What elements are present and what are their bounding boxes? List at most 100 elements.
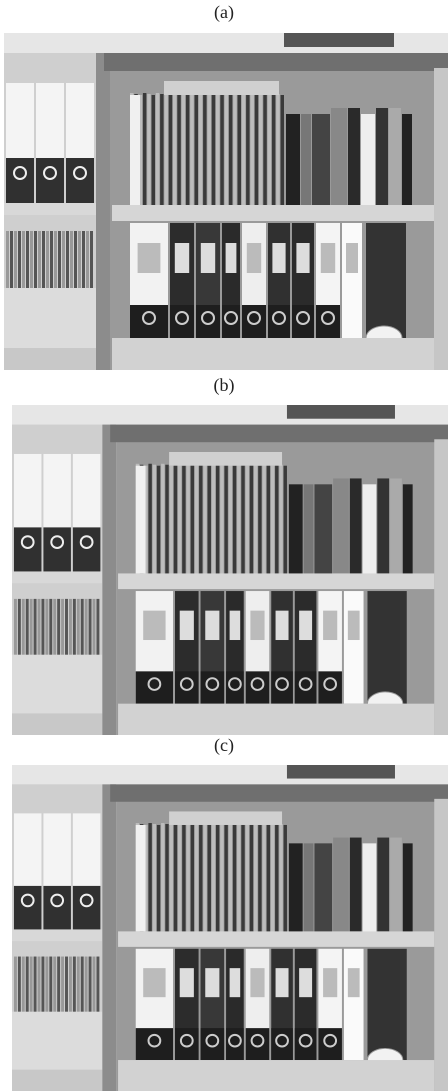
magazine (238, 94, 242, 206)
magazine (276, 94, 280, 206)
binder-base (136, 1028, 173, 1060)
magazine (203, 465, 206, 575)
book (96, 957, 99, 1017)
book (34, 231, 37, 293)
magazine (258, 825, 261, 933)
book (136, 825, 146, 931)
book (10, 231, 13, 293)
magazine (177, 95, 181, 207)
book (45, 599, 48, 660)
book (57, 957, 60, 1017)
binder (14, 813, 41, 886)
magazine (271, 466, 274, 576)
magazine (267, 824, 270, 932)
shelf (118, 1060, 434, 1091)
papers (12, 655, 102, 714)
binder (367, 591, 406, 704)
book (304, 484, 314, 579)
label (276, 968, 289, 997)
book (18, 231, 21, 293)
book (77, 599, 80, 660)
magazine (271, 825, 274, 933)
magazine (156, 93, 160, 205)
magazine (170, 466, 173, 576)
cabinet-top (110, 784, 448, 801)
magazine (161, 464, 164, 574)
magazine (143, 93, 147, 205)
magazine (229, 465, 232, 575)
magazine (182, 93, 186, 205)
magazine (165, 465, 168, 575)
label (205, 611, 219, 640)
label (143, 968, 165, 997)
binder-base (271, 671, 293, 703)
side-panel (96, 53, 110, 370)
magazine (220, 825, 223, 933)
binder-base (130, 305, 168, 338)
magazine (191, 465, 194, 575)
label (296, 243, 309, 273)
book (333, 838, 349, 932)
book (130, 95, 140, 205)
cabinet-side (434, 439, 448, 735)
magazine (241, 465, 244, 575)
book (65, 957, 68, 1017)
magazine (148, 823, 151, 931)
book (34, 599, 37, 660)
binder (366, 223, 406, 338)
book (69, 599, 72, 660)
book (314, 484, 332, 579)
magazine (237, 823, 240, 931)
magazine (216, 95, 220, 207)
magazine (153, 824, 156, 932)
book (61, 599, 64, 660)
book (85, 957, 88, 1017)
magazine (259, 93, 263, 205)
binder-base (295, 1028, 317, 1060)
book (14, 231, 17, 293)
binder-base (201, 1028, 225, 1060)
label (321, 243, 335, 273)
magazine (279, 824, 282, 932)
shelf (12, 571, 102, 583)
binder (36, 83, 64, 158)
binder (43, 454, 70, 527)
binder-base (226, 671, 244, 703)
binder (344, 949, 364, 1060)
magazine (165, 824, 168, 932)
label (180, 968, 194, 997)
magazine (182, 825, 185, 933)
label (323, 611, 337, 640)
binder-base (136, 671, 173, 703)
book (74, 231, 77, 293)
top-board (287, 765, 395, 779)
label (348, 611, 360, 640)
magazine (237, 464, 240, 574)
magazine (212, 464, 215, 574)
binder (14, 886, 41, 930)
book (82, 231, 85, 293)
top-board (287, 405, 395, 419)
binder (36, 158, 64, 203)
cabinet-top (110, 425, 448, 443)
cabinet-top (104, 53, 448, 71)
book (363, 843, 377, 937)
book (62, 231, 65, 293)
book (85, 599, 88, 660)
magazine (186, 823, 189, 931)
magazine (263, 94, 267, 206)
papers (4, 288, 96, 348)
cabinet-side (434, 799, 448, 1091)
book (333, 478, 349, 573)
magazine-stack (169, 811, 282, 825)
magazine (173, 94, 177, 206)
shelf (12, 929, 102, 941)
binder (6, 158, 34, 203)
book (26, 957, 29, 1017)
label (323, 968, 337, 997)
magazine (174, 823, 177, 931)
magazine (241, 824, 244, 932)
book (377, 838, 389, 932)
papers (12, 1012, 102, 1070)
book (78, 231, 81, 293)
